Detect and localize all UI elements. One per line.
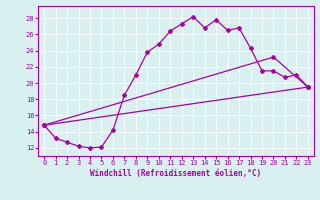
X-axis label: Windchill (Refroidissement éolien,°C): Windchill (Refroidissement éolien,°C) (91, 169, 261, 178)
